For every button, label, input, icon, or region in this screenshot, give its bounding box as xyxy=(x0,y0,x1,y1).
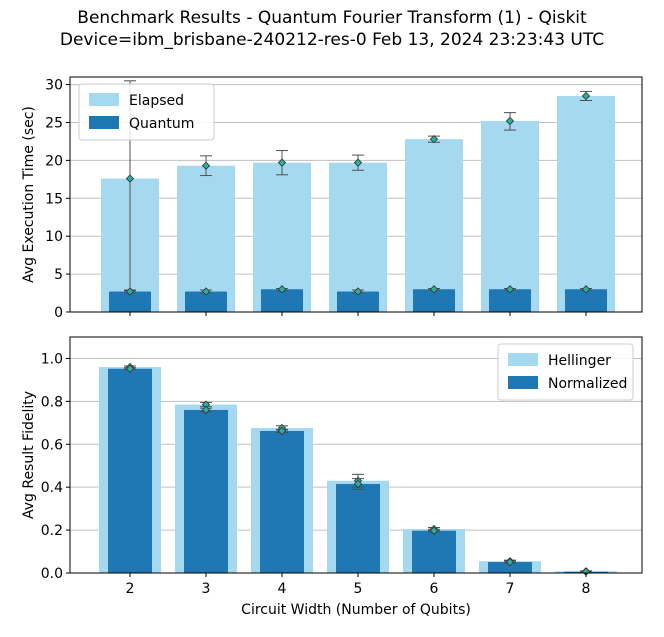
top-axes-frame xyxy=(69,76,643,313)
top-y-tick-label: 5 xyxy=(54,267,63,283)
chart-title-line1: Benchmark Results - Quantum Fourier Tran… xyxy=(77,8,587,28)
top-legend-label: Quantum xyxy=(129,116,194,132)
bottom-x-tick-label: 6 xyxy=(430,581,439,597)
top-bar-quantum xyxy=(261,289,303,312)
top-legend-swatch xyxy=(89,116,119,129)
top-data-point xyxy=(353,158,363,167)
top-y-tick-label: 0 xyxy=(54,305,63,321)
bottom-legend-swatch xyxy=(508,376,538,389)
bottom-y-tick-label: 1.0 xyxy=(41,351,63,367)
top-y-tick-label: 25 xyxy=(45,115,63,131)
bottom-data-point xyxy=(429,526,439,535)
bottom-y-axis-label: Avg Result Fidelity xyxy=(21,391,37,519)
top-data-point xyxy=(277,285,287,294)
bottom-x-tick-label: 7 xyxy=(506,581,515,597)
bottom-legend-swatch xyxy=(508,353,538,366)
bottom-y-tick-label: 0.4 xyxy=(41,480,63,496)
bottom-data-point xyxy=(125,364,135,373)
bottom-bar-normalized xyxy=(412,530,456,573)
top-data-point xyxy=(201,287,211,296)
top-data-point xyxy=(201,161,211,170)
bottom-bar-normalized xyxy=(260,430,304,573)
bottom-y-tick-label: 0.8 xyxy=(41,394,63,410)
top-data-point xyxy=(277,158,287,167)
bottom-y-tick-label: 0.0 xyxy=(41,566,63,582)
top-bar-quantum xyxy=(185,291,227,312)
top-data-point xyxy=(429,134,439,144)
bottom-data-point xyxy=(505,557,515,567)
top-y-tick-label: 20 xyxy=(45,153,63,169)
top-data-point xyxy=(505,116,515,126)
top-bar-quantum xyxy=(337,291,379,312)
top-y-axis-label: Avg Execution Time (sec) xyxy=(21,106,37,283)
top-bar-elapsed xyxy=(557,95,615,312)
bottom-x-tick-label: 3 xyxy=(202,581,211,597)
bottom-bar-normalized xyxy=(488,562,532,573)
bottom-legend-label: Hellinger xyxy=(548,353,611,369)
top-bar-quantum xyxy=(109,291,151,312)
bottom-data-point xyxy=(277,426,287,436)
top-legend-swatch xyxy=(89,93,119,106)
chart-title-line2: Device=ibm_brisbane-240212-res-0 Feb 13,… xyxy=(59,30,605,50)
bottom-axes-frame xyxy=(69,336,643,574)
top-bar-elapsed xyxy=(329,162,387,312)
bottom-x-axis-label: Circuit Width (Number of Qubits) xyxy=(241,602,471,618)
top-y-tick-label: 10 xyxy=(45,229,63,245)
top-data-point xyxy=(429,285,439,294)
top-bar-quantum xyxy=(565,289,607,312)
bottom-legend-label: Normalized xyxy=(548,376,627,392)
top-data-point xyxy=(581,91,591,101)
bottom-y-tick-label: 0.6 xyxy=(41,437,63,453)
bottom-x-tick-label: 8 xyxy=(582,581,591,597)
bottom-y-tick-label: 0.2 xyxy=(41,523,63,539)
top-y-tick-label: 15 xyxy=(45,191,63,207)
bottom-data-point xyxy=(353,479,363,489)
top-data-point xyxy=(581,285,591,294)
bottom-bar-normalized xyxy=(108,368,152,573)
bottom-x-tick-label: 5 xyxy=(354,581,363,597)
top-bar-elapsed xyxy=(481,120,539,312)
top-data-point xyxy=(353,287,363,296)
top-bar-quantum xyxy=(489,289,531,312)
top-data-point xyxy=(125,287,135,296)
top-data-point xyxy=(125,174,135,183)
top-data-point xyxy=(505,285,515,294)
top-y-tick-label: 30 xyxy=(45,78,63,94)
bottom-x-tick-label: 4 xyxy=(278,581,287,597)
top-bar-quantum xyxy=(413,289,455,312)
top-bar-elapsed xyxy=(405,139,463,312)
bottom-data-point xyxy=(201,405,211,415)
top-legend-label: Elapsed xyxy=(129,93,184,109)
bottom-x-tick-label: 2 xyxy=(126,581,135,597)
bottom-bar-normalized xyxy=(336,483,380,573)
bottom-bar-normalized xyxy=(184,409,228,573)
